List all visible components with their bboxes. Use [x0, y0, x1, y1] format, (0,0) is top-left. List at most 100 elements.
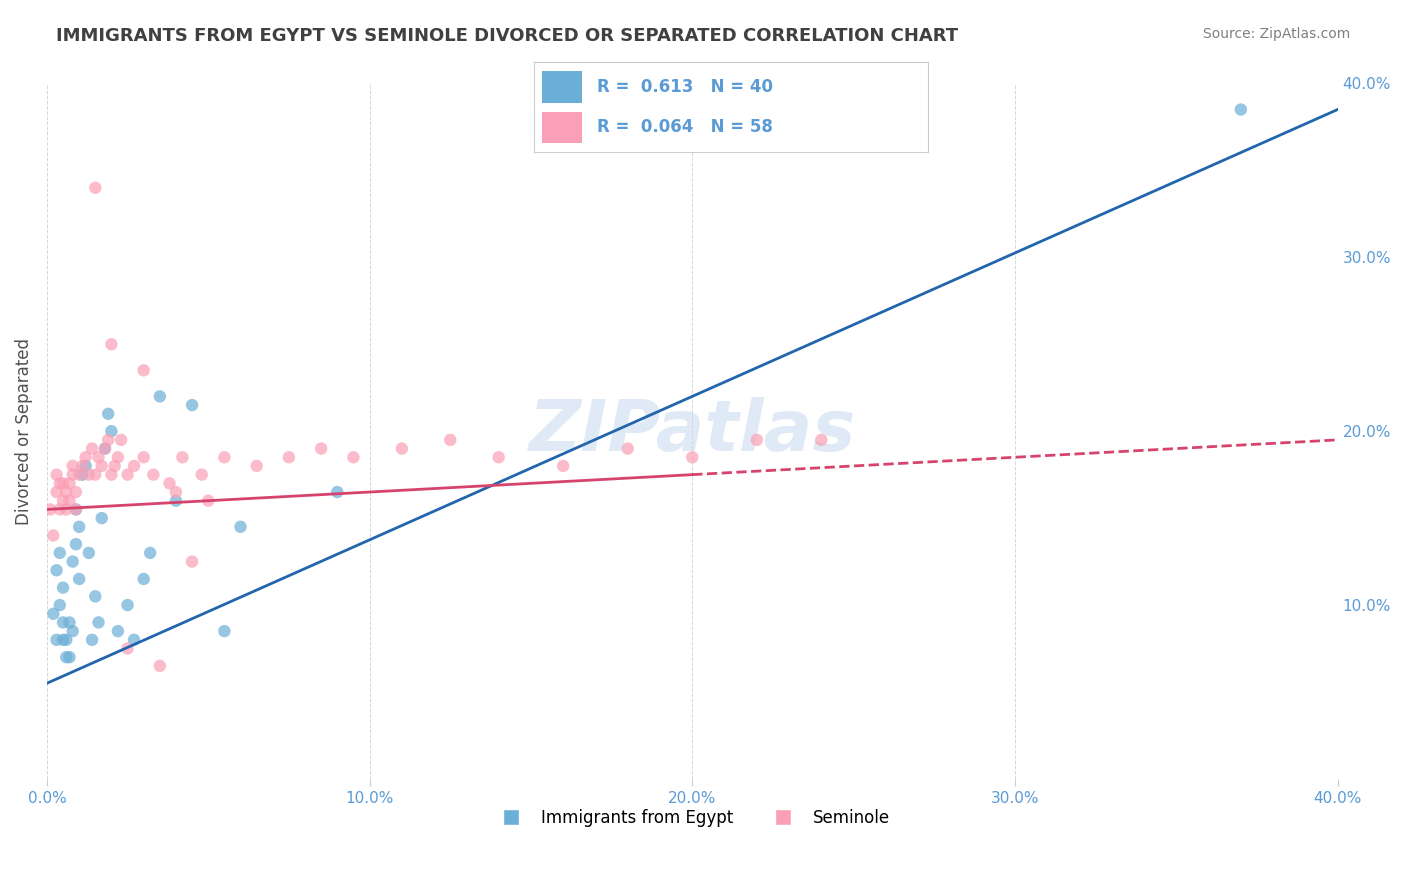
Point [42, 607, 65, 621]
Point [309, 442, 332, 456]
Point [55, 485, 77, 500]
Point [77, 467, 100, 482]
Point [745, 433, 768, 447]
Point [90, 511, 112, 525]
Point [94, 442, 117, 456]
Point [117, 598, 139, 612]
Point [58, 650, 80, 665]
Point [246, 458, 269, 473]
Point [181, 555, 204, 569]
Point [107, 450, 129, 465]
Point [149, 389, 172, 403]
Point [62, 467, 84, 482]
Point [75, 450, 97, 465]
Point [553, 458, 575, 473]
Point [100, 337, 122, 351]
Point [191, 467, 214, 482]
Text: IMMIGRANTS FROM EGYPT VS SEMINOLE DIVORCED OR SEPARATED CORRELATION CHART: IMMIGRANTS FROM EGYPT VS SEMINOLE DIVORC… [56, 27, 959, 45]
Point [45, 563, 67, 577]
Point [181, 398, 204, 412]
Point [616, 442, 638, 456]
Point [117, 467, 139, 482]
Point [58, 493, 80, 508]
Point [52, 632, 75, 647]
Point [342, 450, 364, 465]
Point [97, 433, 120, 447]
Point [104, 458, 127, 473]
Point [100, 467, 122, 482]
Point [77, 546, 100, 560]
Point [65, 502, 87, 516]
Point [132, 572, 155, 586]
Point [84, 590, 107, 604]
Point [67, 520, 90, 534]
Text: Source: ZipAtlas.com: Source: ZipAtlas.com [1202, 27, 1350, 41]
Point [72, 458, 94, 473]
Point [52, 476, 75, 491]
Point [49, 502, 72, 516]
Point [62, 624, 84, 639]
Point [52, 615, 75, 630]
Point [197, 493, 219, 508]
Point [49, 598, 72, 612]
FancyBboxPatch shape [543, 112, 582, 143]
Point [277, 450, 299, 465]
Point [65, 485, 87, 500]
Point [122, 632, 145, 647]
Point [439, 433, 461, 447]
Point [87, 450, 110, 465]
Text: ZIPatlas: ZIPatlas [529, 397, 856, 466]
Point [80, 442, 103, 456]
Point [107, 624, 129, 639]
Point [132, 450, 155, 465]
Point [97, 407, 120, 421]
Y-axis label: Divorced or Separated: Divorced or Separated [15, 338, 32, 524]
Point [94, 442, 117, 456]
Point [139, 546, 162, 560]
Point [55, 632, 77, 647]
Point [326, 485, 349, 500]
Point [1230, 103, 1253, 117]
Point [55, 502, 77, 516]
Point [45, 632, 67, 647]
Point [214, 624, 236, 639]
Point [45, 467, 67, 482]
Point [172, 450, 194, 465]
Point [149, 659, 172, 673]
Point [117, 641, 139, 656]
Point [87, 615, 110, 630]
Point [52, 581, 75, 595]
Text: R =  0.613   N = 40: R = 0.613 N = 40 [598, 78, 773, 95]
Point [488, 450, 510, 465]
Point [214, 450, 236, 465]
Point [52, 493, 75, 508]
Point [65, 502, 87, 516]
Point [132, 363, 155, 377]
Text: R =  0.064   N = 58: R = 0.064 N = 58 [598, 118, 773, 136]
Point [75, 458, 97, 473]
Point [100, 424, 122, 438]
Legend: Immigrants from Egypt, Seminole: Immigrants from Egypt, Seminole [488, 802, 897, 833]
Point [110, 433, 132, 447]
Point [80, 632, 103, 647]
Point [165, 485, 187, 500]
Point [391, 442, 413, 456]
Point [681, 450, 703, 465]
Point [165, 493, 187, 508]
Point [122, 458, 145, 473]
Point [62, 555, 84, 569]
Point [142, 467, 165, 482]
Point [39, 502, 62, 516]
Point [45, 485, 67, 500]
Point [58, 476, 80, 491]
Point [49, 546, 72, 560]
Point [49, 476, 72, 491]
Point [67, 467, 90, 482]
Point [159, 476, 181, 491]
Point [65, 537, 87, 551]
Point [84, 180, 107, 194]
Point [90, 458, 112, 473]
Point [55, 650, 77, 665]
FancyBboxPatch shape [543, 71, 582, 103]
Point [72, 467, 94, 482]
